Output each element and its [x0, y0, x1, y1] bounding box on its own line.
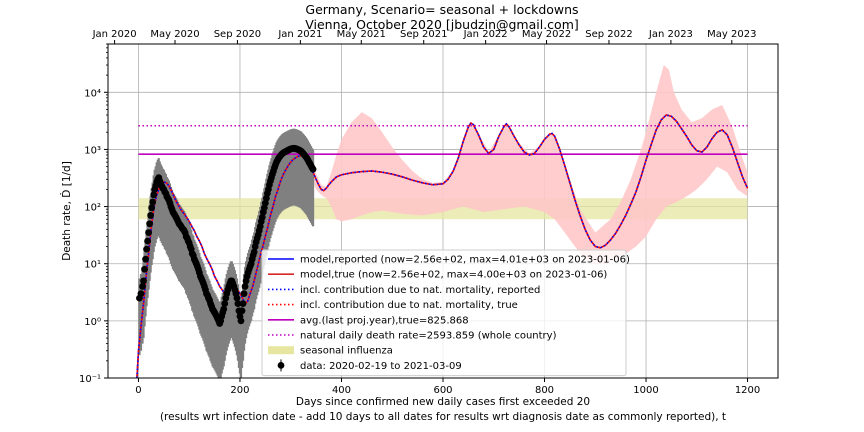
- legend-entry: avg.(last proj.year),true=825.868: [300, 315, 469, 326]
- x-tick-label: 0: [135, 385, 141, 396]
- data-point: [241, 290, 248, 297]
- chart-title-line-1: Germany, Scenario= seasonal + lockdowns: [305, 2, 578, 17]
- y-tick-label: 10⁰: [84, 317, 101, 328]
- top-tick-label: May 2022: [522, 29, 571, 40]
- x-axis-label-line-1: Days since confirmed new daily cases fir…: [296, 396, 590, 408]
- x-tick-label: 600: [433, 385, 452, 396]
- top-tick-label: May 2023: [707, 29, 756, 40]
- legend-entry: incl. contribution due to nat. mortality…: [300, 285, 540, 296]
- y-tick-label: 10²: [84, 203, 101, 214]
- top-tick-label: May 2021: [337, 29, 386, 40]
- data-point: [144, 238, 151, 245]
- top-tick-label: May 2020: [150, 29, 199, 40]
- legend-marker: [278, 362, 285, 369]
- y-tick-label: 10⁻¹: [79, 374, 101, 385]
- data-point: [141, 266, 148, 273]
- top-tick-label: Sep 2020: [214, 29, 261, 40]
- data-point: [239, 307, 246, 314]
- x-tick-label: 1000: [633, 385, 658, 396]
- data-point: [140, 278, 147, 285]
- x-axis-label-line-2: (results wrt infection date - add 10 day…: [160, 411, 726, 423]
- top-tick-label: Jan 2022: [463, 29, 508, 40]
- data-point: [238, 317, 245, 324]
- data-point: [146, 220, 153, 227]
- y-tick-label: 10¹: [84, 260, 101, 271]
- data-point: [240, 300, 247, 307]
- top-tick-label: Jan 2021: [277, 29, 322, 40]
- top-tick-label: Sep 2021: [400, 29, 447, 40]
- top-tick-label: Sep 2022: [585, 29, 632, 40]
- data-point: [147, 212, 154, 219]
- data-point: [149, 199, 156, 206]
- y-tick-label: 10³: [84, 145, 101, 156]
- legend-entry: data: 2020-02-19 to 2021-03-09: [300, 361, 462, 372]
- top-tick-label: Jan 2020: [92, 29, 137, 40]
- x-tick-label: 800: [535, 385, 554, 396]
- data-point: [148, 204, 155, 211]
- data-point: [143, 246, 150, 253]
- x-tick-label: 200: [230, 385, 249, 396]
- y-axis-label: Death rate, Ḋ [1/d]: [60, 161, 73, 261]
- x-tick-label: 400: [332, 385, 351, 396]
- data-point: [138, 290, 145, 297]
- legend-entry: incl. contribution due to nat. mortality…: [300, 300, 518, 311]
- legend-entry: model,true (now=2.56e+02, max=4.00e+03 o…: [300, 270, 607, 281]
- legend-swatch: [268, 346, 294, 354]
- data-point: [145, 229, 152, 236]
- top-tick-label: Jan 2023: [648, 29, 693, 40]
- legend-entry: natural daily death rate=2593.859 (whole…: [300, 331, 557, 342]
- legend-entry: model,reported (now=2.56e+02, max=4.01e+…: [300, 255, 630, 266]
- data-point: [142, 256, 149, 263]
- x-tick-label: 1200: [735, 385, 760, 396]
- legend-entry: seasonal influenza: [300, 346, 393, 357]
- y-tick-label: 10⁴: [84, 88, 101, 99]
- data-point: [310, 166, 317, 173]
